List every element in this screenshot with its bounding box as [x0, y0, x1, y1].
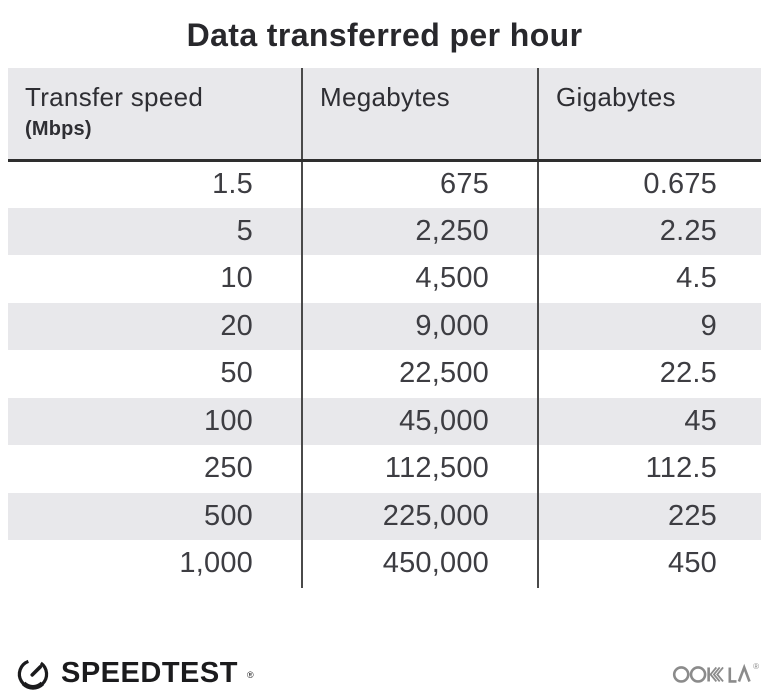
header-gigabytes: Gigabytes — [537, 68, 761, 162]
cell-megabytes: 225,000 — [301, 492, 538, 540]
cell-gigabytes: 9 — [537, 302, 761, 350]
cell-gigabytes: 450 — [537, 540, 761, 588]
cell-gigabytes: 45 — [537, 397, 761, 445]
page-title: Data transferred per hour — [186, 17, 583, 53]
data-table: Transfer speed (Mbps) Megabytes Gigabyte… — [8, 68, 761, 588]
header-megabytes: Megabytes — [301, 68, 538, 162]
header-row: Transfer speed (Mbps) Megabytes Gigabyte… — [8, 68, 761, 162]
cell-megabytes: 675 — [301, 160, 538, 208]
table-row: 500 225,000 225 — [8, 492, 761, 540]
table-body: 1.5 675 0.675 5 2,250 2.25 10 4,500 4.5 20 9,000 9 5… — [8, 160, 761, 588]
cell-transfer-speed: 20 — [8, 302, 302, 350]
speedtest-logo: SPEEDTEST ® — [14, 654, 254, 692]
cell-gigabytes: 112.5 — [537, 445, 761, 493]
cell-megabytes: 450,000 — [301, 540, 538, 588]
table-row: 1.5 675 0.675 — [8, 160, 761, 208]
ookla-logo: ® — [672, 661, 759, 686]
cell-transfer-speed: 10 — [220, 262, 253, 295]
table-row: 20 9,000 9 — [8, 302, 761, 350]
cell-transfer-speed: 1.5 — [212, 168, 253, 200]
table-row: 1,000 450,000 450 — [8, 540, 761, 588]
table-row: 50 22,500 22.5 — [8, 350, 761, 398]
cell-megabytes: 45,000 — [301, 397, 538, 445]
table-row: 5 2,250 2.25 — [8, 207, 761, 255]
table-row: 10 4,500 4.5 — [8, 255, 761, 303]
header-label: Gigabytes — [556, 82, 676, 112]
table-row: 100 45,000 45 — [8, 397, 761, 445]
ookla-wordmark-icon — [673, 663, 751, 683]
registered-mark: ® — [246, 670, 254, 680]
table-row: 250 112,500 112.5 — [8, 445, 761, 493]
cell-megabytes: 112,500 — [301, 445, 538, 493]
header-label: Megabytes — [320, 82, 450, 112]
header-label: Transfer speed — [25, 82, 204, 112]
registered-mark: ® — [753, 661, 759, 671]
speedtest-wordmark: SPEEDTEST — [61, 656, 238, 689]
cell-megabytes: 4,500 — [301, 255, 538, 303]
cell-transfer-speed: 1,000 — [179, 547, 253, 580]
speedtest-gauge-icon — [17, 659, 49, 690]
cell-megabytes: 22,500 — [301, 350, 538, 398]
cell-transfer-speed: 100 — [8, 397, 302, 445]
header-transfer-speed: Transfer speed (Mbps) — [8, 68, 302, 162]
cell-megabytes: 9,000 — [301, 302, 538, 350]
cell-transfer-speed: 500 — [8, 492, 302, 540]
cell-transfer-speed: 50 — [220, 357, 253, 390]
cell-transfer-speed: 250 — [204, 452, 253, 485]
header-sublabel: (Mbps) — [25, 118, 92, 140]
cell-gigabytes: 225 — [537, 492, 761, 540]
cell-transfer-speed: 5 — [8, 207, 302, 255]
cell-gigabytes: 0.675 — [537, 160, 761, 208]
cell-gigabytes: 22.5 — [537, 350, 761, 398]
cell-gigabytes: 2.25 — [537, 207, 761, 255]
footer: SPEEDTEST ® ® — [14, 652, 759, 694]
cell-gigabytes: 4.5 — [537, 255, 761, 303]
cell-megabytes: 2,250 — [301, 207, 538, 255]
